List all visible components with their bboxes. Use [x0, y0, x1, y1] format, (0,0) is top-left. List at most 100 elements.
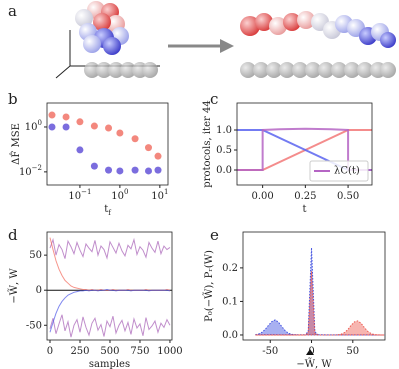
point [76, 146, 84, 154]
x-tick-label-part: 0 [308, 346, 314, 357]
plot-frame [236, 102, 373, 186]
y-tick-label-part: 0.5 [216, 145, 232, 156]
x-tick-label: -50 [262, 346, 278, 357]
y-tick-label: 0.0 [222, 329, 238, 340]
x-axis-label: −W̃, W [296, 358, 332, 369]
point [76, 118, 84, 126]
molecule-illustration [55, 1, 396, 79]
point [105, 124, 113, 132]
y-axis-label: ΔF̂ MSE [10, 123, 22, 165]
x-axis-label-part: t [302, 204, 306, 215]
plot-frame [242, 231, 386, 341]
series-line [49, 314, 171, 338]
series-line [49, 237, 171, 291]
y-tick-label-part: 10 [25, 121, 38, 132]
y-tick-label: 0.5 [216, 145, 232, 156]
x-tick-label: 750 [130, 346, 149, 357]
y-tick-label: 0.2 [222, 262, 238, 273]
x-tick-label: 1000 [157, 346, 182, 357]
legend-box [309, 160, 369, 182]
y-axis-label: protocols, iter 44 [202, 100, 213, 187]
point [131, 166, 139, 174]
plot-frame [46, 102, 169, 186]
x-tick-label: 500 [100, 346, 119, 357]
panel-label: b [8, 90, 18, 108]
x-tick-label-part: 10 [111, 191, 124, 202]
point [105, 166, 113, 174]
distribution [255, 247, 385, 336]
y-axis-label-part: P₀(−W̃), Pᵣ(W) [203, 250, 215, 322]
x-tick-label-part: 0 [124, 188, 128, 196]
x-tick-label: 0.00 [252, 191, 274, 202]
y-tick-label: 0 [36, 285, 42, 296]
x-tick-label: 101 [151, 188, 168, 202]
y-tick-label: 10−2 [19, 164, 42, 178]
x-axis-label-part: t [104, 204, 108, 215]
point [144, 167, 152, 175]
x-axis-label: tf [104, 204, 112, 218]
series-line [49, 288, 171, 333]
panel-label: c [210, 90, 218, 108]
x-tick-label: 0.25 [294, 191, 316, 202]
y-tick-label-part: -50 [26, 320, 42, 331]
y-tick-label-part: 1.0 [216, 125, 232, 136]
y-tick-label: -50 [26, 320, 42, 331]
y-axis-label-part: protocols, iter 44 [202, 100, 213, 187]
x-axis-label: t [302, 204, 306, 215]
y-axis-label-part: −W̃, W [8, 268, 20, 304]
point [154, 166, 162, 174]
x-axis-label: samples [89, 359, 130, 369]
point [144, 144, 152, 152]
y-tick-label: 1.0 [216, 125, 232, 136]
x-tick-label-part: 250 [70, 346, 89, 357]
x-tick-label-part: 10 [151, 191, 164, 202]
x-tick-label: 0 [47, 346, 53, 357]
point [48, 111, 56, 119]
distribution [255, 271, 385, 336]
x-tick-label: 250 [70, 346, 89, 357]
y-tick-label-part: −2 [32, 164, 42, 172]
plot-area [255, 247, 385, 336]
x-tick-label: 0 [308, 346, 314, 357]
series-line [49, 237, 171, 260]
x-axis-label-part: −W̃, W [296, 358, 332, 369]
x-tick-label: 100 [111, 188, 128, 202]
y-tick-label-part: 0.1 [222, 296, 238, 307]
point [90, 122, 98, 130]
point [48, 123, 56, 131]
x-tick-label-part: 0.25 [294, 191, 316, 202]
x-axis-label-part: f [108, 209, 112, 217]
plot-area [48, 111, 162, 175]
x-tick-label: 50 [346, 346, 359, 357]
y-tick-label-part: 0 [36, 285, 42, 296]
x-tick-label-part: 10 [68, 191, 81, 202]
y-axis-label: P₀(−W̃), Pᵣ(W) [203, 250, 215, 322]
y-axis-label: −W̃, W [8, 268, 20, 304]
point [131, 135, 139, 143]
x-tick-label-part: -50 [262, 346, 278, 357]
x-tick-label-part: 0.50 [337, 191, 359, 202]
y-tick-label: 100 [25, 119, 42, 133]
plot-area [47, 237, 172, 338]
x-axis-label-part: samples [89, 359, 130, 369]
x-tick-label-part: −1 [81, 188, 91, 196]
y-tick-label-part: 0.2 [222, 262, 238, 273]
y-tick-label-part: 0.0 [216, 165, 232, 176]
point [116, 129, 124, 137]
point [62, 123, 70, 131]
x-tick-label-part: 50 [346, 346, 359, 357]
y-axis-label-part: ΔF̂ MSE [10, 123, 22, 165]
x-tick-label-part: 1000 [157, 346, 182, 357]
panel-label: d [8, 226, 18, 244]
x-tick-label-part: 0.00 [252, 191, 274, 202]
legend-label: λC(t) [334, 166, 360, 177]
x-tick-label-part: 750 [130, 346, 149, 357]
x-tick-label-part: 500 [100, 346, 119, 357]
point [116, 167, 124, 175]
point [90, 162, 98, 170]
plot-frame [46, 231, 173, 341]
x-tick-label-part: 0 [47, 346, 53, 357]
y-tick-label-part: 50 [29, 250, 42, 261]
y-tick-label: 0.1 [222, 296, 238, 307]
